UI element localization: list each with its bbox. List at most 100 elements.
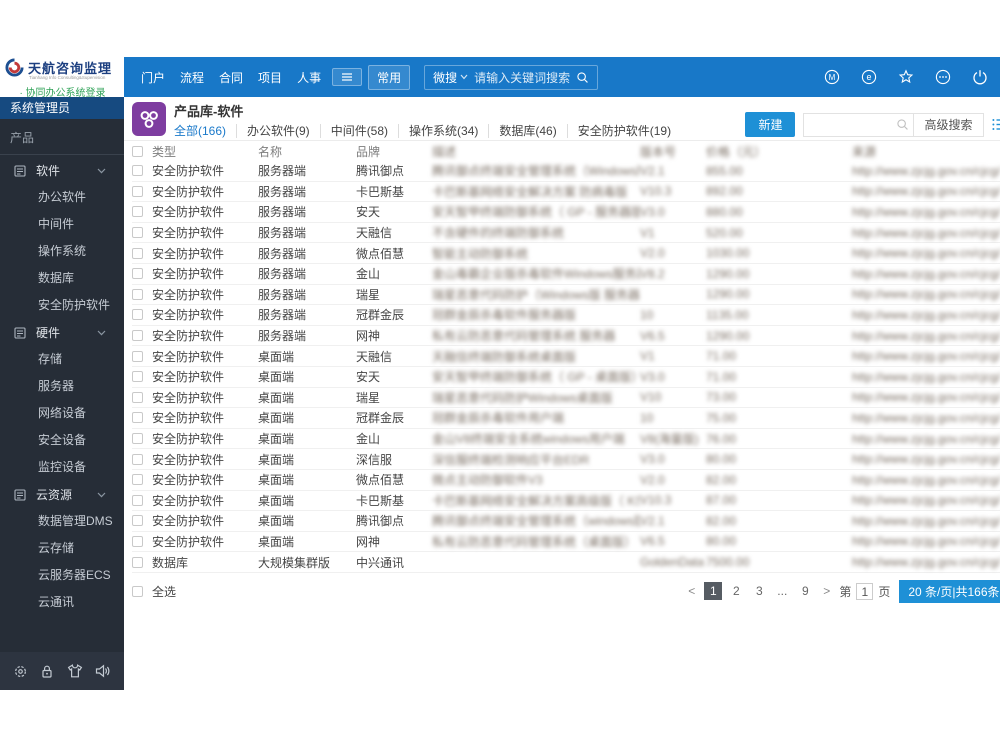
page-number-1[interactable]: 1 — [704, 582, 723, 601]
sidebar-item-办公软件[interactable]: 办公软件 — [38, 190, 87, 204]
tab-安全防护软件(19)[interactable]: 安全防护软件(19) — [566, 124, 681, 138]
sidebar-group-硬件[interactable]: 硬件 — [0, 319, 124, 346]
more-icon[interactable] — [935, 69, 951, 85]
select-all-checkbox[interactable] — [132, 585, 143, 597]
tab-中间件(58)[interactable]: 中间件(58) — [319, 124, 398, 138]
sidebar-item-网络设备[interactable]: 网络设备 — [38, 406, 87, 420]
sidebar-item-安全防护软件[interactable]: 安全防护软件 — [38, 298, 111, 312]
nav-item[interactable]: 人事 — [297, 70, 322, 85]
row-checkbox[interactable] — [132, 556, 143, 568]
list-view-icon[interactable] — [991, 118, 1000, 131]
select-all-header-checkbox[interactable] — [132, 145, 143, 157]
menu-hamburger-icon[interactable] — [332, 68, 363, 86]
lock-icon[interactable] — [40, 664, 54, 679]
new-button[interactable]: 新建 — [745, 112, 796, 137]
sidebar-item-操作系统[interactable]: 操作系统 — [38, 244, 87, 258]
sidebar-group-软件[interactable]: 软件 — [0, 157, 124, 184]
cell-version: V6.5 — [640, 328, 665, 343]
row-checkbox[interactable] — [132, 165, 143, 177]
table-search-icon[interactable] — [896, 118, 909, 131]
theme-icon[interactable] — [67, 664, 83, 678]
sidebar-item-云服务器ECS[interactable]: 云服务器ECS — [38, 568, 111, 582]
cell-brand: 金山 — [356, 267, 381, 282]
nav-item[interactable]: 流程 — [180, 70, 205, 85]
cell-source: http://www.zjcjg.gov.cn/cjcg/ — [852, 452, 1000, 467]
nav-item[interactable]: 门户 — [141, 70, 166, 85]
row-checkbox[interactable] — [132, 515, 143, 527]
nav-item-common[interactable]: 常用 — [368, 64, 411, 90]
page-size-selector[interactable]: 20 条/页|共166条 — [899, 579, 1000, 603]
sidebar-item-存储[interactable]: 存储 — [38, 352, 63, 366]
row-checkbox[interactable] — [132, 206, 143, 218]
sidebar-item-云通讯[interactable]: 云通讯 — [38, 595, 75, 609]
row-checkbox[interactable] — [132, 433, 143, 445]
row-checkbox[interactable] — [132, 371, 143, 383]
row-checkbox[interactable] — [132, 474, 143, 486]
cell-price: 80.00 — [706, 452, 737, 467]
row-checkbox[interactable] — [132, 288, 143, 300]
sidebar-item-服务器[interactable]: 服务器 — [38, 379, 75, 393]
tab-全部(166)[interactable]: 全部(166) — [174, 124, 227, 138]
table-row: 安全防护软件 服务器端 金山 金山毒霸企业版杀毒软件Windows服务器版 V8.2 12… — [132, 264, 1000, 285]
sidebar-item-安全设备[interactable]: 安全设备 — [38, 433, 87, 447]
table-search-input[interactable] — [804, 114, 897, 135]
chevron-down-icon — [97, 330, 106, 336]
tab-操作系统(34)[interactable]: 操作系统(34) — [398, 124, 488, 138]
settings-icon[interactable] — [13, 664, 28, 679]
sidebar-item-监控设备[interactable]: 监控设备 — [38, 460, 87, 474]
cell-source: http://www.zjcjg.gov.cn/cjcg/ — [852, 204, 1000, 219]
row-checkbox[interactable] — [132, 494, 143, 506]
oa-login-link[interactable]: · 协同办公系统登录 — [19, 88, 106, 99]
row-checkbox[interactable] — [132, 185, 143, 197]
sidebar-item-云存储[interactable]: 云存储 — [38, 541, 75, 555]
cell-brand: 深信服 — [356, 452, 393, 467]
cell-price: 82.00 — [706, 472, 737, 487]
page-jump-input[interactable]: 1 — [856, 582, 874, 600]
row-checkbox[interactable] — [132, 309, 143, 321]
tab-数据库(46)[interactable]: 数据库(46) — [488, 124, 566, 138]
module-icon — [14, 488, 26, 501]
row-checkbox[interactable] — [132, 535, 143, 547]
page-number-3[interactable]: 3 — [755, 584, 763, 599]
cell-brand: 冠群金辰 — [356, 411, 405, 426]
row-checkbox[interactable] — [132, 350, 143, 362]
advanced-search-button[interactable]: 高级搜索 — [913, 113, 982, 136]
row-checkbox[interactable] — [132, 330, 143, 342]
cell-desc: 金山毒霸企业版杀毒软件Windows服务器版 — [432, 267, 640, 282]
sidebar-item-数据库[interactable]: 数据库 — [38, 271, 75, 285]
row-checkbox[interactable] — [132, 453, 143, 465]
star-icon[interactable] — [898, 69, 914, 85]
cell-version: GoldenData s... — [640, 555, 706, 570]
cell-source: http://www.zjcjg.gov.cn/cjcg/ — [852, 513, 1000, 528]
m-badge-icon[interactable]: M — [824, 69, 840, 85]
cell-type: 安全防护软件 — [152, 390, 225, 405]
sidebar-group-云资源[interactable]: 云资源 — [0, 481, 124, 508]
search-icon[interactable] — [576, 71, 589, 84]
prev-page-button[interactable]: < — [688, 584, 696, 599]
nav-item[interactable]: 项目 — [258, 70, 283, 85]
tab-办公软件(9)[interactable]: 办公软件(9) — [236, 124, 320, 138]
row-checkbox[interactable] — [132, 247, 143, 259]
sound-icon[interactable] — [95, 664, 111, 678]
sidebar-item-数据管理DMS[interactable]: 数据管理DMS — [38, 514, 113, 528]
page-number-2[interactable]: 2 — [732, 584, 740, 599]
power-icon[interactable] — [972, 69, 988, 85]
global-search[interactable]: 微搜 请输入关键词搜索 — [424, 64, 599, 90]
cell-name: 桌面端 — [258, 411, 295, 426]
next-page-button[interactable]: > — [823, 584, 831, 599]
search-placeholder[interactable]: 请输入关键词搜索 — [474, 70, 571, 85]
row-checkbox[interactable] — [132, 227, 143, 239]
row-checkbox[interactable] — [132, 268, 143, 280]
cell-price: 855.00 — [706, 163, 743, 178]
nav-item[interactable]: 合同 — [219, 70, 244, 85]
row-checkbox[interactable] — [132, 391, 143, 403]
row-checkbox[interactable] — [132, 412, 143, 424]
cell-version: V3.0 — [640, 452, 665, 467]
page-number-9[interactable]: 9 — [801, 584, 809, 599]
cell-type: 安全防护软件 — [152, 432, 225, 447]
service-icon[interactable]: e — [861, 69, 877, 85]
cell-desc: 深信服终端检测响应平台EDR — [432, 452, 590, 467]
search-scope-dropdown[interactable]: 微搜 — [433, 69, 468, 86]
select-all-label: 全选 — [152, 584, 177, 599]
sidebar-item-中间件[interactable]: 中间件 — [38, 217, 75, 231]
